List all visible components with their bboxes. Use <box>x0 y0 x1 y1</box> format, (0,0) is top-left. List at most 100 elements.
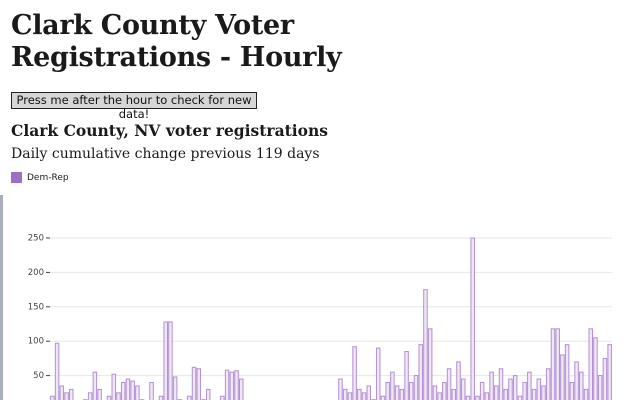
refresh-button[interactable]: Press me after the hour to check for new… <box>11 92 257 121</box>
bar <box>163 321 168 400</box>
y-tick-label: 150 <box>28 302 44 312</box>
bar <box>602 357 608 400</box>
bar <box>583 388 589 400</box>
chart: 50 100 150 200 250 <box>28 234 612 400</box>
legend: Dem-Rep <box>11 172 69 183</box>
y-tick-label: 100 <box>28 337 44 347</box>
bar <box>172 376 178 400</box>
bar <box>385 381 390 400</box>
bar <box>229 371 235 400</box>
bar <box>366 385 372 400</box>
bar <box>475 395 480 400</box>
bar <box>64 392 69 400</box>
bar <box>512 375 518 400</box>
bar <box>125 378 131 400</box>
bar <box>92 371 98 400</box>
bar <box>536 378 542 400</box>
bar <box>135 385 140 400</box>
bar <box>545 368 551 400</box>
bar <box>352 346 357 400</box>
legend-swatch <box>11 172 22 183</box>
bar <box>120 381 126 400</box>
bar <box>541 385 546 400</box>
bar <box>418 344 423 400</box>
bar <box>531 388 537 400</box>
bar <box>555 328 560 400</box>
bar <box>588 328 594 400</box>
bar <box>394 385 400 400</box>
bar <box>50 395 55 400</box>
bar <box>239 378 244 400</box>
bar <box>187 395 192 400</box>
bar <box>54 342 60 400</box>
bar <box>597 375 603 400</box>
bar <box>196 368 202 400</box>
bar <box>149 381 154 400</box>
bar <box>357 388 362 400</box>
bar <box>560 354 565 400</box>
bar <box>380 395 386 400</box>
bar <box>564 344 570 400</box>
chart-title: Clark County, NV voter registrations <box>11 121 329 140</box>
bar <box>87 392 93 400</box>
bar <box>423 289 428 400</box>
y-tick-label: 250 <box>28 234 44 244</box>
bar <box>390 371 395 400</box>
legend-label: Dem-Rep <box>27 172 69 183</box>
bar <box>451 388 457 400</box>
bar <box>446 368 452 400</box>
bar <box>130 380 135 400</box>
bar <box>437 392 442 400</box>
bar <box>489 371 494 400</box>
bar <box>432 385 438 400</box>
page-title: Clark County Voter Registrations - Hourl… <box>11 10 342 73</box>
bar <box>413 375 419 400</box>
bar <box>442 381 447 400</box>
bar <box>508 378 513 400</box>
bar <box>404 351 409 400</box>
bar <box>494 385 499 400</box>
bar <box>220 395 225 400</box>
bar <box>409 381 414 400</box>
bar <box>399 388 405 400</box>
bar <box>593 337 598 400</box>
bar <box>460 378 466 400</box>
bar <box>59 385 65 400</box>
bar <box>427 328 433 400</box>
bar <box>470 237 475 400</box>
bar <box>205 388 211 400</box>
bar <box>607 344 612 400</box>
bar <box>484 392 490 400</box>
bar <box>569 381 575 400</box>
bar <box>97 388 102 400</box>
bar <box>111 373 117 400</box>
bar <box>527 371 532 400</box>
y-tick-label: 50 <box>33 371 44 381</box>
y-tick-label: 200 <box>28 268 44 278</box>
bar <box>574 361 579 400</box>
bar <box>224 369 230 400</box>
bar <box>579 371 584 400</box>
bar <box>158 395 164 400</box>
bar <box>338 378 343 400</box>
bar <box>456 361 461 400</box>
bar <box>503 388 509 400</box>
bar <box>522 381 527 400</box>
bar <box>347 392 353 400</box>
chart-subtitle: Daily cumulative change previous 119 day… <box>11 146 320 162</box>
sidebar-border <box>0 195 3 400</box>
bar <box>68 388 74 400</box>
bar <box>517 395 523 400</box>
bar <box>465 395 471 400</box>
bar <box>191 366 197 400</box>
bar <box>116 392 121 400</box>
bar <box>106 395 112 400</box>
bar <box>168 321 173 400</box>
bar <box>234 370 239 400</box>
bar <box>342 388 348 400</box>
bar <box>498 368 504 400</box>
bar <box>375 347 381 400</box>
bar <box>550 328 556 400</box>
bar <box>361 392 367 400</box>
